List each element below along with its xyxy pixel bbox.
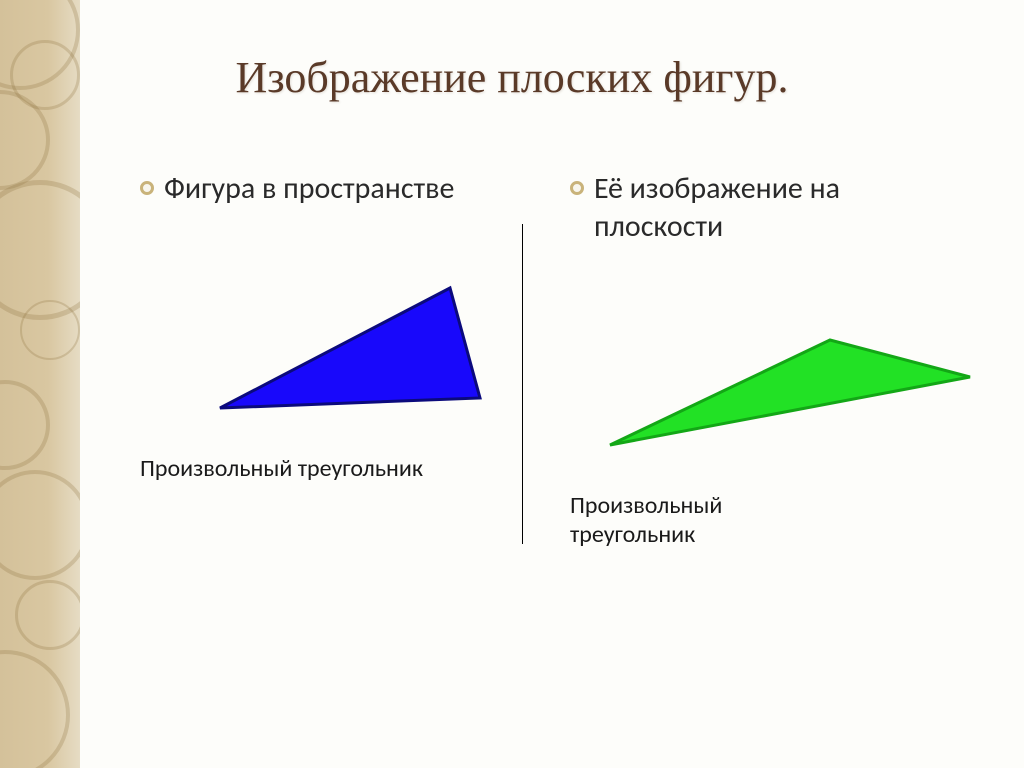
- green-triangle: [610, 340, 970, 445]
- right-column: Её изображение на плоскости Произвольный…: [540, 170, 980, 549]
- right-triangle-figure: [570, 265, 956, 475]
- bullet-icon: [570, 181, 584, 195]
- left-subtitle: Фигура в пространстве: [140, 170, 516, 208]
- right-subtitle-text: Её изображение на плоскости: [594, 170, 956, 245]
- left-column: Фигура в пространстве Произвольный треуг…: [100, 170, 540, 549]
- bullet-icon: [140, 181, 154, 195]
- left-triangle-figure: [140, 228, 516, 438]
- slide-title: Изображение плоских фигур.: [0, 52, 1024, 103]
- content-columns: Фигура в пространстве Произвольный треуг…: [100, 170, 980, 549]
- left-subtitle-text: Фигура в пространстве: [164, 170, 454, 208]
- left-caption: Произвольный треугольник: [140, 454, 516, 483]
- right-caption: Произвольный треугольник: [570, 491, 800, 549]
- right-subtitle: Её изображение на плоскости: [570, 170, 956, 245]
- decorative-sidebar: [0, 0, 80, 768]
- blue-triangle: [220, 288, 480, 408]
